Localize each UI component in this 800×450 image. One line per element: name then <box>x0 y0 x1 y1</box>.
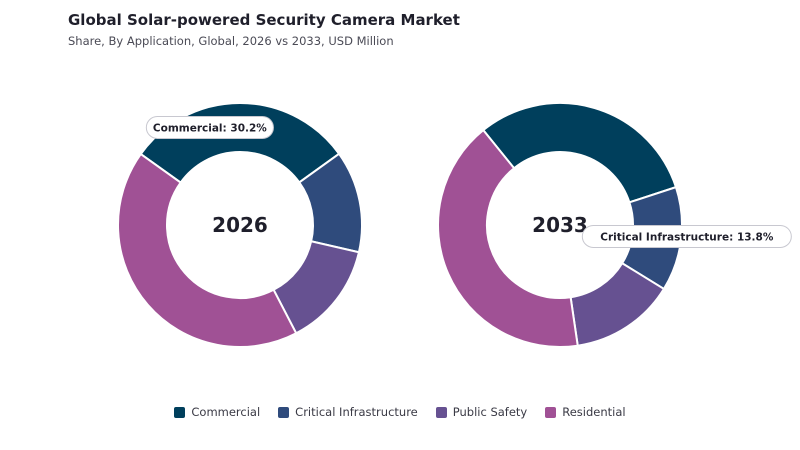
legend-swatch <box>278 406 290 418</box>
legend-item-critical-infrastructure[interactable]: Critical Infrastructure <box>278 405 418 419</box>
donut-charts: 2026 Commercial: 30.2% 2033 Critical Infras… <box>117 102 792 348</box>
legend-swatch <box>174 406 186 418</box>
callout-box <box>581 224 792 248</box>
legend-label: Public Safety <box>452 405 528 419</box>
donut-center-label-2026: 2026 <box>212 213 268 237</box>
legend-swatch <box>545 406 557 418</box>
legend-label: Residential <box>562 405 626 419</box>
slice-2026-residential[interactable] <box>117 152 298 348</box>
donut-center-label-2033: 2033 <box>532 213 588 237</box>
chart-title: Global Solar-powered Security Camera Mar… <box>68 11 460 29</box>
callout-box <box>145 116 274 140</box>
legend: Commercial Critical Infrastructure Public … <box>0 405 800 419</box>
legend-item-commercial[interactable]: Commercial <box>174 405 260 419</box>
callout-label: Critical Infrastructure: 13.8% <box>600 231 774 243</box>
legend-swatch <box>435 406 447 418</box>
legend-item-public-safety[interactable]: Public Safety <box>435 405 528 419</box>
legend-label: Commercial <box>191 405 261 419</box>
callout-2033: Critical Infrastructure: 13.8% <box>581 224 792 248</box>
chart-subtitle: Share, By Application, Global, 2026 vs 2… <box>68 34 394 48</box>
slice-2026-commercial[interactable] <box>139 102 341 184</box>
callout-label: Commercial: 30.2% <box>153 123 267 135</box>
callout-2026: Commercial: 30.2% <box>145 116 274 140</box>
legend-item-residential[interactable]: Residential <box>545 405 626 419</box>
slice-2033-residential[interactable] <box>437 128 579 348</box>
slice-2033-commercial[interactable] <box>481 102 678 204</box>
legend-label: Critical Infrastructure <box>295 405 418 419</box>
